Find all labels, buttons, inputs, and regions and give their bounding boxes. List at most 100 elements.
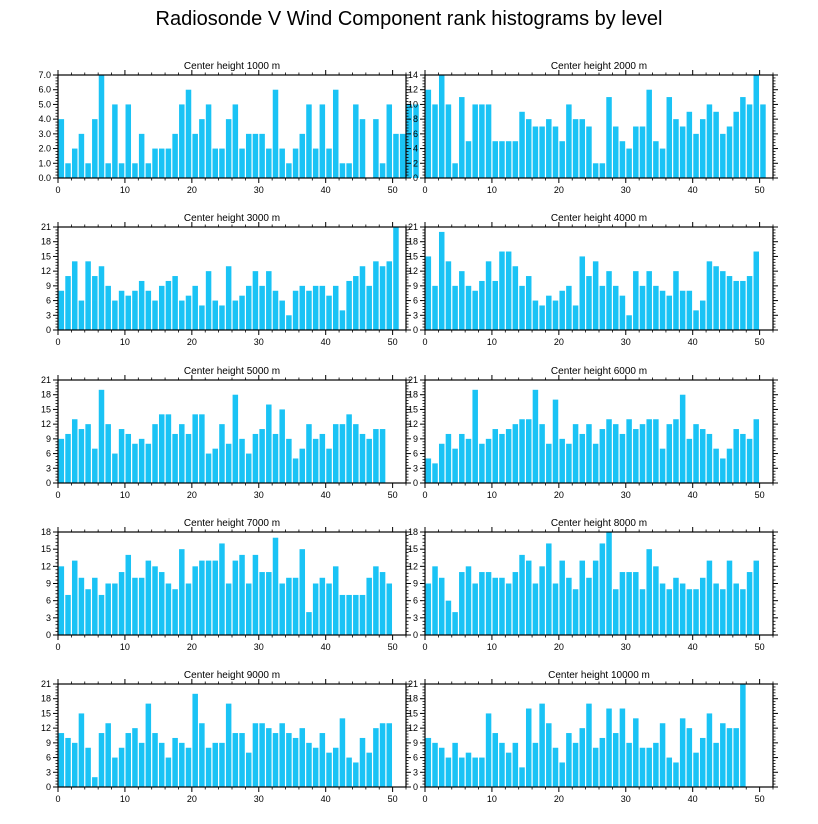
bar xyxy=(58,733,65,787)
bar xyxy=(259,429,265,483)
x-tick-label: 40 xyxy=(688,337,698,347)
bar xyxy=(172,276,178,330)
x-tick-label: 10 xyxy=(120,185,130,195)
bar xyxy=(239,554,245,635)
bar xyxy=(639,126,646,178)
bar xyxy=(559,290,565,330)
bar xyxy=(299,549,306,635)
bar xyxy=(566,443,572,483)
bar xyxy=(445,433,452,483)
y-tick-label: 9 xyxy=(46,738,51,748)
bar xyxy=(505,429,512,483)
y-tick-label: 15 xyxy=(408,708,418,718)
bar xyxy=(292,290,299,330)
bar xyxy=(713,448,719,483)
bar xyxy=(492,280,499,330)
bar xyxy=(452,612,458,635)
x-tick-label: 20 xyxy=(187,337,197,347)
y-tick-label: 9 xyxy=(46,579,51,589)
y-tick-label: 6 xyxy=(413,129,418,139)
bar xyxy=(425,583,432,635)
bar xyxy=(679,290,686,330)
y-tick-label: 6 xyxy=(413,449,418,459)
bar xyxy=(465,566,472,635)
bar xyxy=(306,424,312,483)
panel-title: Center height 1000 m xyxy=(184,61,280,72)
bar xyxy=(505,583,512,635)
bar xyxy=(525,119,532,178)
x-tick-label: 20 xyxy=(554,642,564,652)
bar xyxy=(512,572,519,635)
bar xyxy=(353,104,359,178)
bar xyxy=(379,723,386,787)
bar xyxy=(726,448,733,483)
bar xyxy=(432,104,438,178)
bar xyxy=(539,566,545,635)
bar xyxy=(626,742,632,787)
bar xyxy=(639,747,646,787)
bar xyxy=(245,285,252,330)
bar xyxy=(232,560,239,635)
panel-3: Center height 3000 m 0 3 6 9 12 15 18 21 0 10 20 30 4… xyxy=(41,213,411,347)
bar xyxy=(286,315,292,330)
bar xyxy=(619,433,626,483)
x-tick-label: 10 xyxy=(487,642,497,652)
bar xyxy=(693,133,699,178)
y-tick-label: 0 xyxy=(413,325,418,335)
panel-title: Center height 8000 m xyxy=(551,518,647,529)
x-tick-label: 40 xyxy=(321,185,331,195)
bar xyxy=(753,251,760,330)
bar xyxy=(539,703,545,787)
bar xyxy=(546,543,552,635)
y-tick-label: 18 xyxy=(41,390,51,400)
bar xyxy=(319,104,326,178)
bar xyxy=(726,728,733,787)
bar xyxy=(225,583,232,635)
bar xyxy=(679,718,686,787)
bar xyxy=(579,119,586,178)
bar xyxy=(98,733,105,787)
bar xyxy=(219,305,225,330)
bar xyxy=(619,708,626,787)
y-tick-label: 18 xyxy=(41,237,51,247)
y-tick-label: 0 xyxy=(413,478,418,488)
bar xyxy=(225,266,232,330)
bar xyxy=(386,104,393,178)
bar xyxy=(172,133,178,178)
y-tick-label: 6 xyxy=(46,596,51,606)
bar xyxy=(312,285,319,330)
bar xyxy=(726,276,733,330)
bar xyxy=(679,583,686,635)
y-tick-label: 6 xyxy=(413,753,418,763)
bar xyxy=(666,589,673,635)
y-tick-label: 12 xyxy=(408,561,418,571)
bar xyxy=(71,742,78,787)
bar xyxy=(546,295,552,330)
bar xyxy=(158,414,165,483)
bar xyxy=(566,733,572,787)
bar xyxy=(225,119,232,178)
bar xyxy=(272,433,279,483)
y-tick-label: 0 xyxy=(413,630,418,640)
bar xyxy=(459,757,465,787)
bar xyxy=(552,399,559,483)
bar xyxy=(713,742,719,787)
bar xyxy=(158,572,165,635)
bar xyxy=(132,443,138,483)
bar xyxy=(292,148,299,178)
bar xyxy=(646,89,652,178)
bar xyxy=(586,276,592,330)
bar xyxy=(279,300,285,330)
bar xyxy=(78,429,85,483)
bar xyxy=(205,747,212,787)
x-tick-label: 40 xyxy=(321,794,331,804)
bar xyxy=(740,97,746,178)
bar xyxy=(626,148,632,178)
bar xyxy=(286,438,292,483)
bar xyxy=(699,577,706,635)
x-tick-label: 0 xyxy=(422,642,427,652)
bar xyxy=(232,104,239,178)
bar xyxy=(65,594,71,635)
bar xyxy=(339,594,346,635)
bar xyxy=(332,285,339,330)
